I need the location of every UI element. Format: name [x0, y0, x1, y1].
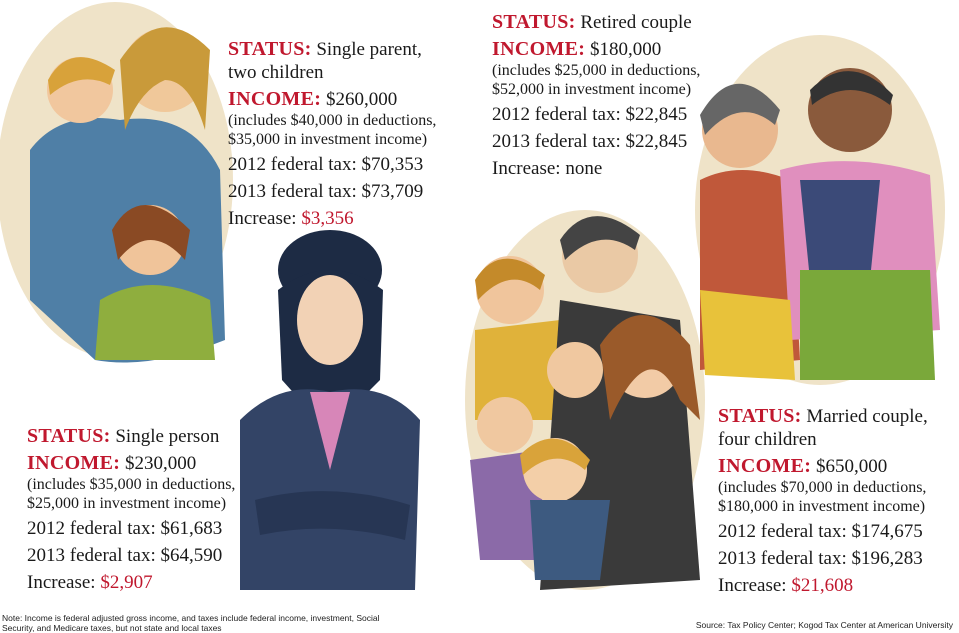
increase-value: none [565, 158, 603, 179]
profile-retired-couple: STATUS: Retired couple INCOME: $180,000 … [492, 11, 700, 180]
increase-label: Increase: [27, 572, 96, 593]
status-label: STATUS: [492, 11, 576, 33]
tax-2013: 2013 federal tax: $22,845 [492, 131, 688, 152]
status-label: STATUS: [718, 405, 802, 427]
income-value: $650,000 [815, 456, 888, 477]
income-label: INCOME: [27, 452, 121, 474]
tax-2013: 2013 federal tax: $73,709 [228, 181, 424, 202]
income-value: $180,000 [589, 39, 662, 60]
tax-2013: 2013 federal tax: $196,283 [718, 548, 923, 569]
single-woman-illustration [240, 230, 420, 590]
tax-2012: 2012 federal tax: $22,845 [492, 104, 688, 125]
increase-label: Increase: [228, 208, 297, 229]
profile-single-parent: STATUS: Single parent, two children INCO… [228, 38, 436, 230]
footnote: Note: Income is federal adjusted gross i… [2, 613, 380, 633]
profile-married-couple: STATUS: Married couple, four children IN… [718, 405, 928, 597]
includes-investment: $180,000 in investment income) [718, 498, 926, 515]
income-value: $230,000 [124, 453, 197, 474]
includes-deductions: (includes $40,000 in deductions, [228, 112, 437, 129]
includes-deductions: (includes $25,000 in deductions, [492, 62, 701, 79]
status-value: Single person [115, 426, 220, 447]
single-parent-family-illustration [0, 2, 233, 363]
includes-deductions: (includes $70,000 in deductions, [718, 479, 927, 496]
includes-deductions: (includes $35,000 in deductions, [27, 476, 236, 493]
tax-2012: 2012 federal tax: $70,353 [228, 154, 424, 175]
increase-label: Increase: [492, 158, 561, 179]
includes-investment: $25,000 in investment income) [27, 495, 227, 512]
tax-2013: 2013 federal tax: $64,590 [27, 545, 223, 566]
income-value: $260,000 [325, 89, 398, 110]
status-value: Married couple, [806, 406, 928, 427]
status-label: STATUS: [228, 38, 312, 60]
increase-label: Increase: [718, 575, 787, 596]
source-credit: Source: Tax Policy Center; Kogod Tax Cen… [695, 620, 953, 630]
status-label: STATUS: [27, 425, 111, 447]
retired-couple-illustration [695, 35, 945, 385]
increase-value: $2,907 [100, 572, 153, 593]
income-label: INCOME: [492, 38, 586, 60]
status-value: Retired couple [580, 12, 692, 33]
increase-value: $21,608 [791, 575, 854, 596]
increase-value: $3,356 [301, 208, 354, 229]
tax-2012: 2012 federal tax: $61,683 [27, 518, 223, 539]
tax-2012: 2012 federal tax: $174,675 [718, 521, 923, 542]
income-label: INCOME: [228, 88, 322, 110]
status-value-cont: two children [228, 62, 324, 83]
includes-investment: $35,000 in investment income) [228, 131, 428, 148]
status-value-cont: four children [718, 429, 817, 450]
profile-single-person: STATUS: Single person INCOME: $230,000 (… [27, 425, 235, 594]
income-label: INCOME: [718, 455, 812, 477]
includes-investment: $52,000 in investment income) [492, 81, 692, 98]
married-family-illustration [465, 210, 705, 590]
status-value: Single parent, [316, 39, 422, 60]
